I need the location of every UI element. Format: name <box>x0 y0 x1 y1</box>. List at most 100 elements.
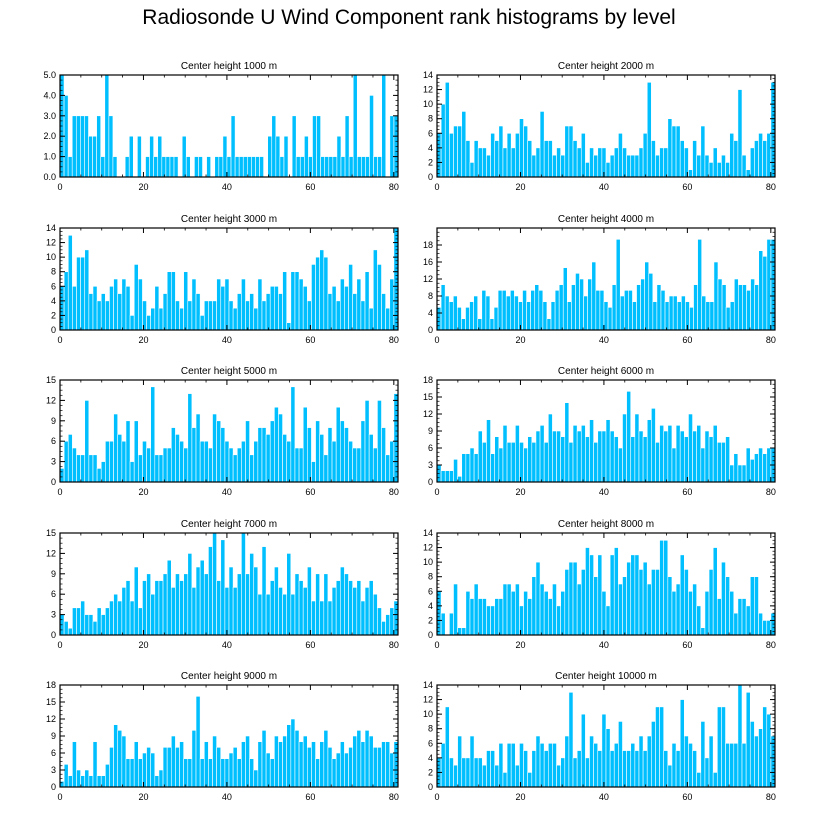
histogram-bar <box>348 264 353 331</box>
histogram-bar <box>113 593 119 636</box>
histogram-bar <box>96 468 102 483</box>
histogram-bar <box>105 764 110 788</box>
histogram-bar <box>506 442 512 483</box>
histogram-bar <box>444 81 450 178</box>
histogram-bar <box>613 547 619 636</box>
histogram-bar <box>220 427 226 483</box>
histogram-bar <box>498 125 504 178</box>
histogram-bar <box>676 301 682 331</box>
x-tick-label: 0 <box>434 335 439 345</box>
histogram-bar <box>80 115 85 178</box>
y-tick-label: 6 <box>51 589 56 599</box>
histogram-bar <box>505 295 511 331</box>
histogram-bar <box>195 566 201 636</box>
histogram-bar <box>671 742 677 788</box>
histogram-bar <box>291 115 297 178</box>
histogram-bar <box>729 742 735 788</box>
x-tick-label: 60 <box>682 335 692 345</box>
histogram-bar <box>560 436 566 483</box>
histogram-bar <box>716 598 722 636</box>
histogram-bar <box>527 598 533 636</box>
histogram-bar <box>72 285 77 331</box>
histogram-bar <box>286 724 292 788</box>
histogram-bar <box>352 293 358 331</box>
histogram-bar <box>618 721 623 788</box>
y-tick-label: 10 <box>46 252 56 262</box>
histogram-bar <box>758 250 764 331</box>
histogram-bar <box>327 747 333 788</box>
histogram-bar <box>344 115 350 178</box>
x-tick-label: 80 <box>389 487 399 497</box>
histogram-bar <box>651 569 656 636</box>
histogram-bar <box>216 747 222 788</box>
histogram-bar <box>377 400 382 483</box>
x-tick-label: 0 <box>434 792 439 802</box>
histogram-bar <box>754 576 759 636</box>
histogram-bar <box>138 454 143 483</box>
histogram-bar <box>203 300 209 331</box>
x-tick-label: 0 <box>57 335 62 345</box>
histogram-bar <box>626 391 632 483</box>
histogram-bar <box>377 264 382 331</box>
histogram-bar <box>348 747 353 788</box>
histogram-bar <box>344 752 349 788</box>
histogram-bar <box>527 772 533 788</box>
histogram-bar <box>278 741 283 788</box>
histogram-bar <box>571 284 576 331</box>
histogram-bar <box>770 239 776 331</box>
histogram-bar <box>684 735 689 788</box>
histogram-bar <box>199 315 205 331</box>
histogram-bar <box>642 436 648 483</box>
x-tick-label: 60 <box>682 792 692 802</box>
histogram-bar <box>109 747 114 788</box>
histogram-bar <box>741 154 747 178</box>
histogram-bar <box>615 239 621 331</box>
histogram-bar <box>597 750 603 788</box>
histogram-bar <box>591 261 597 331</box>
histogram-bar <box>104 74 110 178</box>
histogram-bar <box>261 427 267 483</box>
histogram-bar <box>129 461 135 483</box>
histogram-bar <box>267 135 273 178</box>
histogram-bar <box>473 583 479 636</box>
histogram-bar <box>605 728 611 788</box>
histogram-bar <box>461 627 467 636</box>
histogram-bar <box>76 256 81 331</box>
histogram-bar <box>124 156 130 178</box>
histogram-bar <box>593 576 599 636</box>
histogram-bar <box>522 290 527 331</box>
histogram-bar <box>206 156 211 178</box>
histogram-bar <box>319 741 325 788</box>
histogram-bar <box>109 600 114 636</box>
histogram-bar <box>129 600 135 636</box>
histogram-bar <box>712 772 718 788</box>
histogram-bar <box>216 580 222 636</box>
histogram-bar <box>269 285 275 331</box>
histogram-bar <box>175 300 180 331</box>
x-tick-label: 0 <box>434 487 439 497</box>
y-tick-label: 12 <box>46 548 56 558</box>
histogram-bar <box>67 156 73 178</box>
histogram-bar <box>315 256 320 331</box>
histogram-bar <box>100 293 106 331</box>
y-tick-label: 4 <box>428 308 433 318</box>
histogram-bar <box>166 747 172 788</box>
histogram-bar <box>721 442 726 483</box>
histogram-bar <box>527 436 533 483</box>
histogram-bar <box>92 621 98 636</box>
x-tick-label: 40 <box>599 182 609 192</box>
y-tick-label: 6 <box>428 128 433 138</box>
histogram-bar <box>568 125 574 178</box>
histogram-bar <box>659 706 665 788</box>
histogram-bar <box>265 752 271 788</box>
histogram-bar <box>655 442 660 483</box>
histogram-bar <box>609 154 615 178</box>
histogram-bar <box>257 278 263 331</box>
histogram-bar <box>290 718 296 788</box>
histogram-bar <box>241 278 246 331</box>
histogram-bar <box>469 301 474 331</box>
histogram-bar <box>105 607 110 636</box>
histogram-bar <box>477 147 483 178</box>
histogram-bar <box>76 769 81 788</box>
histogram-bar <box>275 135 281 178</box>
